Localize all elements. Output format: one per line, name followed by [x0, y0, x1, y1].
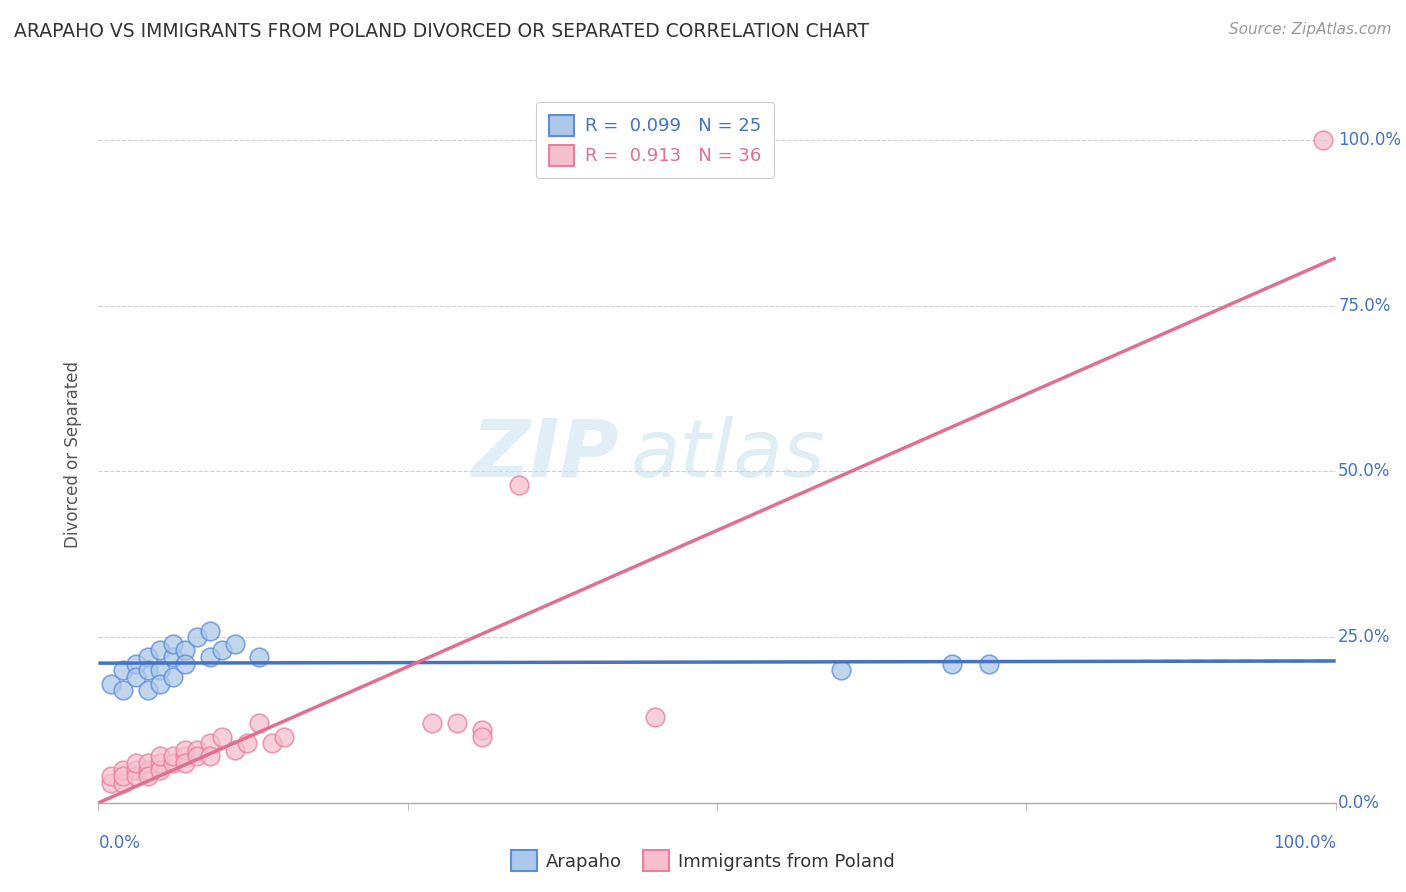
Point: [174, 743, 197, 757]
Point: [162, 749, 184, 764]
Point: [1312, 133, 1334, 147]
Point: [124, 670, 146, 684]
Text: ZIP: ZIP: [471, 416, 619, 494]
Point: [162, 650, 184, 665]
Point: [198, 650, 221, 665]
Point: [198, 749, 221, 764]
Point: [149, 749, 172, 764]
Point: [112, 663, 135, 677]
Point: [112, 683, 135, 698]
Point: [174, 643, 197, 657]
Point: [112, 769, 135, 783]
Point: [471, 723, 494, 737]
Point: [149, 663, 172, 677]
Point: [136, 769, 159, 783]
Point: [100, 769, 122, 783]
Point: [162, 637, 184, 651]
Point: [260, 736, 283, 750]
Text: 50.0%: 50.0%: [1339, 462, 1391, 481]
Text: 100.0%: 100.0%: [1272, 834, 1336, 852]
Point: [124, 763, 146, 777]
Point: [224, 743, 246, 757]
Point: [174, 657, 197, 671]
Point: [124, 756, 146, 770]
Point: [112, 763, 135, 777]
Point: [236, 736, 259, 750]
Text: 0.0%: 0.0%: [98, 834, 141, 852]
Point: [979, 657, 1001, 671]
Point: [186, 749, 208, 764]
Point: [198, 736, 221, 750]
Point: [100, 776, 122, 790]
Point: [136, 683, 159, 698]
Point: [211, 730, 233, 744]
Text: 100.0%: 100.0%: [1339, 131, 1402, 149]
Point: [508, 477, 530, 491]
Point: [124, 657, 146, 671]
Legend: Arapaho, Immigrants from Poland: Arapaho, Immigrants from Poland: [505, 843, 901, 879]
Point: [198, 624, 221, 638]
Point: [830, 663, 852, 677]
Point: [174, 756, 197, 770]
Point: [124, 769, 146, 783]
Point: [224, 637, 246, 651]
Point: [149, 763, 172, 777]
Point: [174, 749, 197, 764]
Point: [149, 676, 172, 690]
Point: [136, 763, 159, 777]
Point: [644, 709, 666, 723]
Point: [273, 730, 295, 744]
Point: [100, 676, 122, 690]
Point: [149, 643, 172, 657]
Point: [162, 670, 184, 684]
Point: [211, 643, 233, 657]
Point: [136, 756, 159, 770]
Point: [941, 657, 963, 671]
Point: [186, 743, 208, 757]
Point: [186, 630, 208, 644]
Point: [149, 756, 172, 770]
Text: ARAPAHO VS IMMIGRANTS FROM POLAND DIVORCED OR SEPARATED CORRELATION CHART: ARAPAHO VS IMMIGRANTS FROM POLAND DIVORC…: [14, 22, 869, 41]
Text: 25.0%: 25.0%: [1339, 628, 1391, 646]
Point: [136, 663, 159, 677]
Point: [446, 716, 468, 731]
Point: [136, 650, 159, 665]
Point: [471, 730, 494, 744]
Point: [422, 716, 444, 731]
Text: 75.0%: 75.0%: [1339, 297, 1391, 315]
Point: [162, 756, 184, 770]
Text: atlas: atlas: [630, 416, 825, 494]
Text: Source: ZipAtlas.com: Source: ZipAtlas.com: [1229, 22, 1392, 37]
Point: [112, 776, 135, 790]
Legend: R =  0.099   N = 25, R =  0.913   N = 36: R = 0.099 N = 25, R = 0.913 N = 36: [536, 103, 775, 178]
Y-axis label: Divorced or Separated: Divorced or Separated: [65, 361, 83, 549]
Point: [247, 650, 270, 665]
Point: [247, 716, 270, 731]
Text: 0.0%: 0.0%: [1339, 794, 1381, 812]
